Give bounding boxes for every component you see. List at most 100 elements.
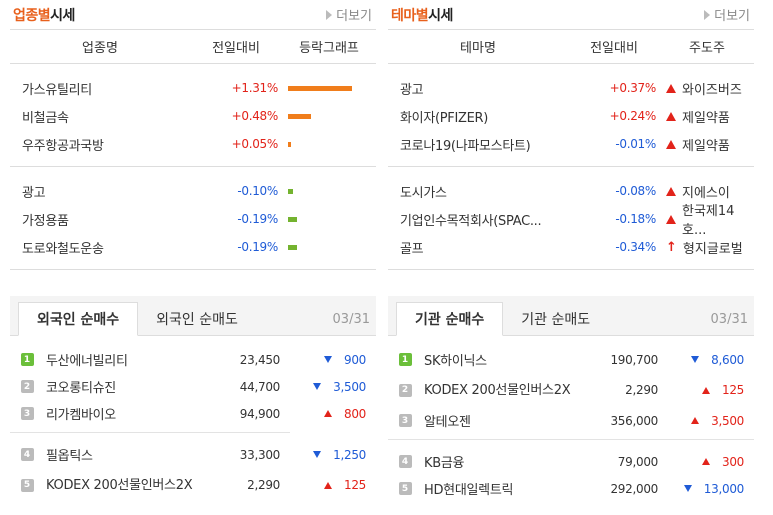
industry-row[interactable]: 도로와철도운송 -0.19% <box>10 233 376 261</box>
leader-stock-name[interactable]: 한국제14호... <box>682 204 735 238</box>
leader-stock[interactable]: ↑ 형지글로벌 <box>666 238 743 257</box>
theme-row[interactable]: 코로나19(나파모스타트) -0.01% 제일약품 <box>388 130 754 158</box>
change-bar <box>288 188 293 194</box>
stock-name[interactable]: 알테오젠 <box>424 415 471 430</box>
theme-name[interactable]: 도시가스 <box>400 185 447 201</box>
leader-stock-name[interactable]: 제일약품 <box>682 110 730 126</box>
rank-cell: 4 <box>10 448 40 461</box>
col-header-industry: 업종명 <box>82 41 118 56</box>
theme-name[interactable]: 골프 <box>400 241 424 257</box>
rank-badge: 5 <box>398 482 412 495</box>
theme-panel-title[interactable]: 테마별시세 <box>391 7 453 24</box>
stock-change-value: 13,000 <box>703 481 745 496</box>
stock-change: 125 <box>658 383 754 397</box>
theme-table-header: 테마명 전일대비 주도주 <box>388 30 754 64</box>
theme-change: -0.34% <box>615 240 656 254</box>
industry-name[interactable]: 가스유틸리티 <box>22 82 92 98</box>
stock-row[interactable]: 2 KODEX 200선물인버스2X 2,290 125 <box>388 373 754 407</box>
leader-stock-name[interactable]: 제일약품 <box>682 138 730 154</box>
theme-leader[interactable]: 와이즈버즈 <box>660 79 754 98</box>
stock-name[interactable]: HD현대일렉트릭 <box>424 483 514 498</box>
stock-row[interactable]: 1 SK하이닉스 190,700 8,600 <box>388 346 754 373</box>
stock-row[interactable]: 2 코오롱티슈진 44,700 3,500 <box>10 373 376 400</box>
leader-stock-name[interactable]: 지에스이 <box>682 185 730 201</box>
theme-row[interactable]: 도시가스 -0.08% 지에스이 <box>388 177 754 205</box>
stock-change: 8,600 <box>658 353 754 367</box>
industry-row[interactable]: 가정용품 -0.19% <box>10 205 376 233</box>
stock-name[interactable]: KB금융 <box>424 456 465 471</box>
industry-change: +0.48% <box>231 109 279 123</box>
theme-change: +0.37% <box>609 81 657 95</box>
industry-name[interactable]: 광고 <box>22 185 46 201</box>
theme-leader[interactable]: 제일약품 <box>660 107 754 126</box>
up-triangle-icon <box>666 111 676 121</box>
theme-name[interactable]: 기업인수목적회사(SPAC... <box>400 213 542 229</box>
theme-leader[interactable]: ↑ 형지글로벌 <box>660 238 754 257</box>
theme-row[interactable]: 기업인수목적회사(SPAC... -0.18% 한국제14호... <box>388 204 754 238</box>
stock-row[interactable]: 1 두산에너빌리티 23,450 900 <box>10 346 376 373</box>
industry-row[interactable]: 비철금속 +0.48% <box>10 102 376 130</box>
trade-date: 03/31 <box>332 312 370 327</box>
change-bar <box>288 141 291 147</box>
theme-name[interactable]: 화이자(PFIZER) <box>400 110 489 126</box>
industry-change: +1.31% <box>231 81 279 95</box>
up-triangle-icon <box>666 186 676 196</box>
col-header-change: 전일대비 <box>212 41 260 56</box>
stock-name[interactable]: 리가켐바이오 <box>46 408 116 423</box>
divider <box>10 432 290 433</box>
theme-more-link[interactable]: 더보기 <box>704 5 750 24</box>
theme-gainers: 광고 +0.37% 와이즈버즈 화이자(PFIZER) +0.24% 제일약품 코로나19(… <box>388 64 754 166</box>
theme-leader[interactable]: 제일약품 <box>660 135 754 154</box>
stock-name[interactable]: KODEX 200선물인버스2X <box>424 382 571 398</box>
stock-name[interactable]: KODEX 200선물인버스2X <box>46 477 193 493</box>
stock-row[interactable]: 4 필옵틱스 33,300 1,250 <box>10 441 376 468</box>
stock-row[interactable]: 3 리가켐바이오 94,900 800 <box>10 400 376 427</box>
theme-name[interactable]: 광고 <box>400 82 424 98</box>
theme-leader[interactable]: 지에스이 <box>660 182 754 201</box>
leader-stock[interactable]: 제일약품 <box>666 107 730 126</box>
industry-panel-title[interactable]: 업종별시세 <box>13 7 75 24</box>
industry-row[interactable]: 가스유틸리티 +1.31% <box>10 74 376 102</box>
stock-row[interactable]: 5 KODEX 200선물인버스2X 2,290 125 <box>10 468 376 502</box>
stock-name[interactable]: 필옵틱스 <box>46 449 93 464</box>
up-triangle-icon <box>701 386 710 394</box>
stock-change-value: 300 <box>721 454 744 469</box>
stock-name[interactable]: 코오롱티슈진 <box>46 381 116 396</box>
industry-row[interactable]: 우주항공과국방 +0.05% <box>10 130 376 158</box>
rank-cell: 2 <box>388 383 418 397</box>
industry-name[interactable]: 우주항공과국방 <box>22 138 104 154</box>
theme-row[interactable]: 골프 -0.34% ↑ 형지글로벌 <box>388 233 754 261</box>
theme-row[interactable]: 화이자(PFIZER) +0.24% 제일약품 <box>388 102 754 130</box>
stock-change: 3,500 <box>658 414 754 428</box>
industry-more-link[interactable]: 더보기 <box>326 5 372 24</box>
industry-row[interactable]: 광고 -0.10% <box>10 177 376 205</box>
industry-graph <box>282 244 376 250</box>
industry-name[interactable]: 도로와철도운송 <box>22 241 104 257</box>
leader-stock[interactable]: 제일약품 <box>666 135 730 154</box>
stock-name[interactable]: 두산에너빌리티 <box>46 354 128 369</box>
tab-foreign-net-sell[interactable]: 외국인 순매도 <box>156 311 238 328</box>
stock-name[interactable]: SK하이닉스 <box>424 354 487 369</box>
col-header-leader: 주도주 <box>689 41 725 56</box>
stock-change-value: 900 <box>343 352 366 367</box>
theme-change: -0.01% <box>615 137 656 151</box>
theme-name[interactable]: 코로나19(나파모스타트) <box>400 138 531 154</box>
stock-row[interactable]: 3 알테오젠 356,000 3,500 <box>388 407 754 434</box>
leader-stock-name[interactable]: 형지글로벌 <box>682 241 743 257</box>
leader-stock[interactable]: 한국제14호... <box>666 200 754 238</box>
institution-trading-panel: 기관 순매수 기관 순매도 03/31 1 SK하이닉스 190,700 8,600 2… <box>388 296 754 502</box>
leader-stock-name[interactable]: 와이즈버즈 <box>682 82 742 98</box>
leader-stock[interactable]: 지에스이 <box>666 182 730 201</box>
tab-institution-net-sell[interactable]: 기관 순매도 <box>521 311 591 328</box>
tab-foreign-net-buy[interactable]: 외국인 순매수 <box>18 302 139 336</box>
stock-row[interactable]: 5 HD현대일렉트릭 292,000 13,000 <box>388 475 754 502</box>
industry-name[interactable]: 가정용품 <box>22 213 69 229</box>
theme-leader[interactable]: 한국제14호... <box>660 200 754 238</box>
stock-row[interactable]: 4 KB금융 79,000 300 <box>388 448 754 475</box>
institution-stock-list: 1 SK하이닉스 190,700 8,600 2 KODEX 200선물인버스2X 2,29… <box>388 336 754 502</box>
leader-stock[interactable]: 와이즈버즈 <box>666 79 742 98</box>
tab-institution-net-buy[interactable]: 기관 순매수 <box>396 302 504 336</box>
industry-name[interactable]: 비철금속 <box>22 110 69 126</box>
theme-row[interactable]: 광고 +0.37% 와이즈버즈 <box>388 74 754 102</box>
stock-price: 44,700 <box>239 379 281 394</box>
